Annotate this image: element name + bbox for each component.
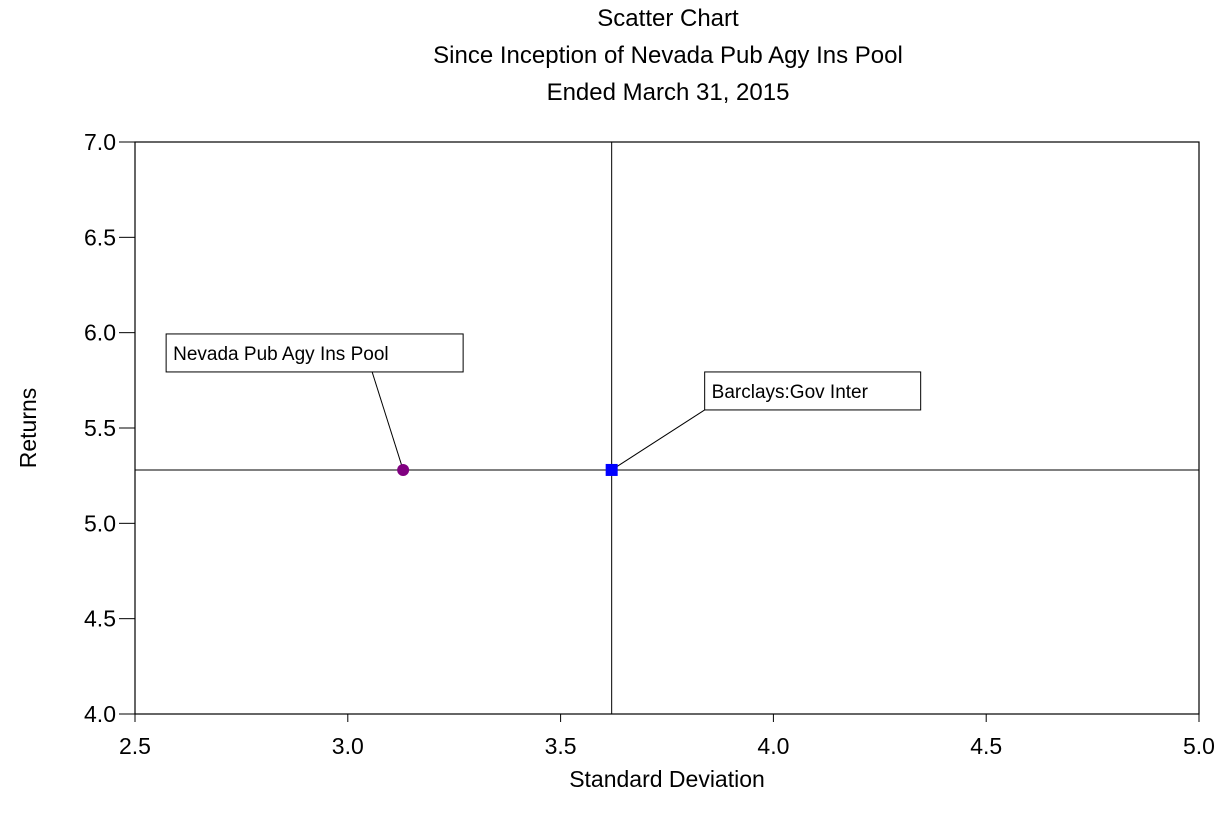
y-tick-label-3: 5.5 (84, 415, 116, 441)
y-tick-label-1: 4.5 (84, 606, 116, 632)
plot-area (134, 141, 1200, 715)
callout-box-nevada-pub-agy-ins-pool (165, 333, 464, 373)
callout-leader-barclays-gov-inter (611, 409, 705, 471)
x-tick-label-1: 3.0 (332, 733, 364, 759)
callout-nevada-pub-agy-ins-pool: Nevada Pub Agy Ins Pool (165, 333, 464, 471)
point-callouts: Nevada Pub Agy Ins Pool Barclays:Gov Inte… (165, 333, 922, 471)
y-tick-label-2: 5.0 (84, 510, 116, 536)
callout-box-barclays-gov-inter (704, 371, 922, 411)
point-label-barclays-gov-inter: Barclays:Gov Inter (712, 382, 869, 403)
chart-title-line-2: Since Inception of Nevada Pub Agy Ins Po… (433, 42, 903, 69)
x-tick-label-3: 4.0 (757, 733, 789, 759)
data-points (397, 463, 618, 476)
x-axis: 2.5 3.0 3.5 4.0 4.5 5.0 (119, 714, 1215, 759)
x-axis-label: Standard Deviation (569, 766, 765, 792)
reference-lines (135, 142, 1199, 714)
x-tick-label-4: 4.5 (970, 733, 1002, 759)
data-point-nevada-pub-agy-ins-pool (397, 463, 410, 476)
chart-title-line-3: Ended March 31, 2015 (547, 79, 790, 106)
chart-title: Scatter Chart Since Inception of Nevada … (433, 5, 903, 106)
x-tick-label-0: 2.5 (119, 733, 151, 759)
y-tick-label-6: 7.0 (84, 129, 116, 155)
y-axis: 4.0 4.5 5.0 5.5 6.0 6.5 7.0 (84, 129, 135, 727)
x-tick-label-5: 5.0 (1183, 733, 1215, 759)
y-tick-label-4: 6.0 (84, 320, 116, 346)
data-point-barclays-gov-inter (605, 463, 618, 476)
callout-barclays-gov-inter: Barclays:Gov Inter (611, 371, 922, 471)
callout-leader-nevada-pub-agy-ins-pool (371, 371, 404, 471)
y-tick-label-0: 4.0 (84, 701, 116, 727)
point-label-nevada-pub-agy-ins-pool: Nevada Pub Agy Ins Pool (173, 344, 388, 365)
x-tick-label-2: 3.5 (545, 733, 577, 759)
y-axis-label: Returns (15, 388, 41, 469)
chart-title-line-1: Scatter Chart (597, 5, 739, 32)
y-tick-label-5: 6.5 (84, 224, 116, 250)
